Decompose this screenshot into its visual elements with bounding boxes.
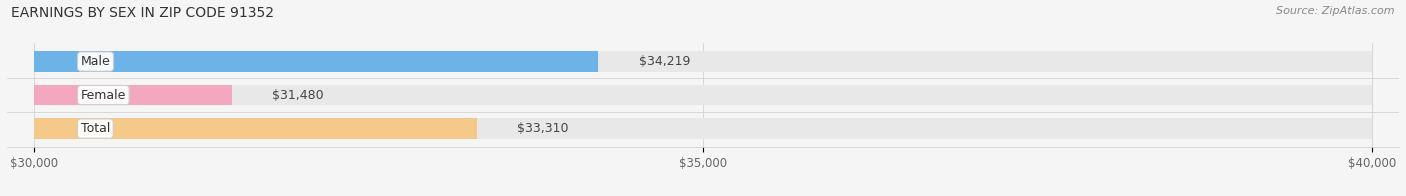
Bar: [34, 85, 1372, 105]
Text: EARNINGS BY SEX IN ZIP CODE 91352: EARNINGS BY SEX IN ZIP CODE 91352: [11, 6, 274, 20]
Text: $31,480: $31,480: [271, 89, 323, 102]
Bar: [34, 51, 599, 72]
Bar: [34, 85, 232, 105]
Text: Source: ZipAtlas.com: Source: ZipAtlas.com: [1277, 6, 1395, 16]
Bar: [34, 51, 1372, 72]
Text: Female: Female: [80, 89, 127, 102]
Text: Total: Total: [80, 122, 110, 135]
Text: $34,219: $34,219: [638, 55, 690, 68]
Text: Male: Male: [80, 55, 111, 68]
Bar: [34, 118, 477, 139]
Text: $33,310: $33,310: [517, 122, 568, 135]
Bar: [34, 118, 1372, 139]
